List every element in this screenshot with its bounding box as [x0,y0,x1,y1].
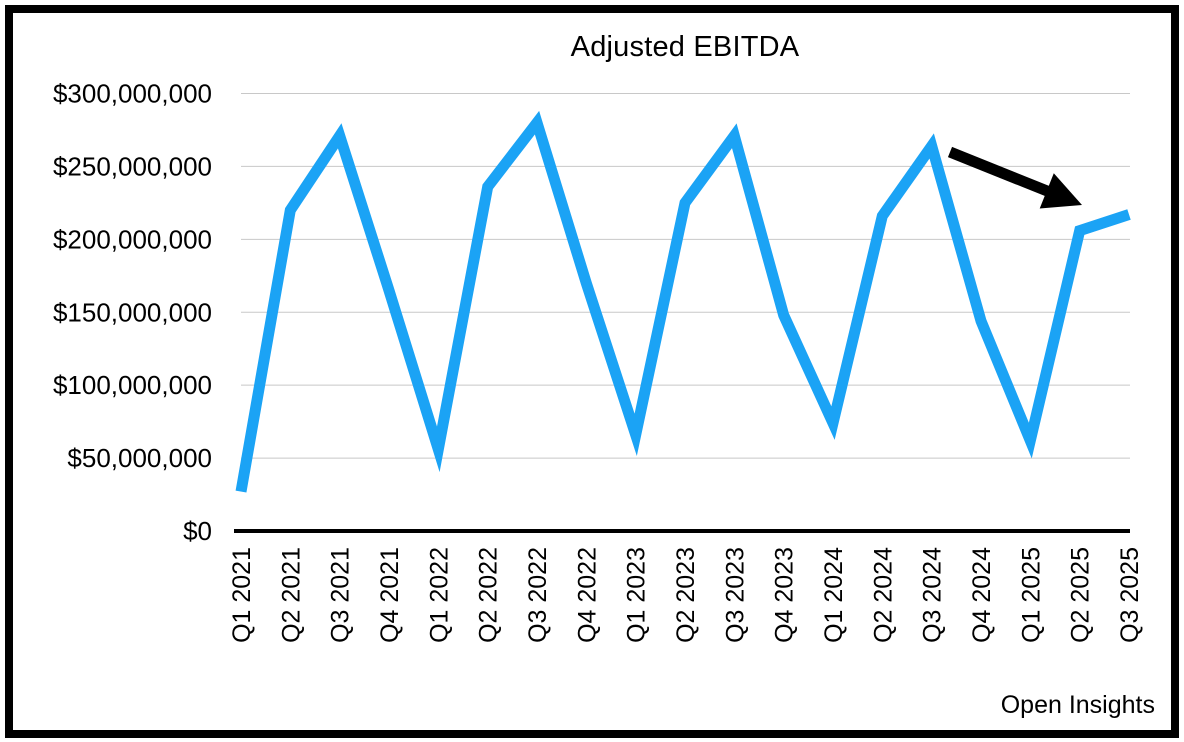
x-tick-label: Q2 2023 [672,547,700,643]
x-tick-label: Q2 2021 [277,547,305,643]
y-tick-label: $300,000,000 [53,79,212,109]
x-tick-label: Q4 2022 [573,547,601,643]
x-tick-label: Q1 2025 [1017,547,1045,643]
x-tick-label: Q1 2022 [425,547,453,643]
x-tick-label: Q4 2021 [376,547,404,643]
x-tick-label: Q4 2023 [771,547,799,643]
x-tick-label: Q2 2022 [475,547,503,643]
y-tick-label: $200,000,000 [53,224,212,254]
x-tick-label: Q3 2021 [327,547,355,643]
y-tick-label: $50,000,000 [67,443,212,473]
y-tick-label: $0 [183,516,212,546]
x-tick-label: Q3 2022 [524,547,552,643]
ebitda-series-line [235,110,1131,493]
y-tick-label: $150,000,000 [53,297,212,327]
x-tick-label: Q1 2023 [623,547,651,643]
trend-arrow-head [1039,173,1082,209]
chart-border [5,5,1179,738]
y-tick-label: $250,000,000 [53,151,212,181]
y-tick-label: $100,000,000 [53,370,212,400]
x-tick-label: Q3 2024 [919,547,947,643]
x-tick-label: Q3 2023 [721,547,749,643]
x-tick-label: Q1 2024 [820,547,848,643]
x-tick-label: Q2 2024 [869,547,897,643]
x-tick-label: Q2 2025 [1067,547,1095,643]
brand-label: Open Insights [1000,691,1155,719]
chart-title: Adjusted EBITDA [570,31,800,63]
x-tick-label: Q4 2024 [968,547,996,643]
trend-arrow-shaft [947,146,1053,198]
x-tick-label: Q1 2021 [228,547,256,643]
x-tick-label: Q3 2025 [1116,547,1144,643]
